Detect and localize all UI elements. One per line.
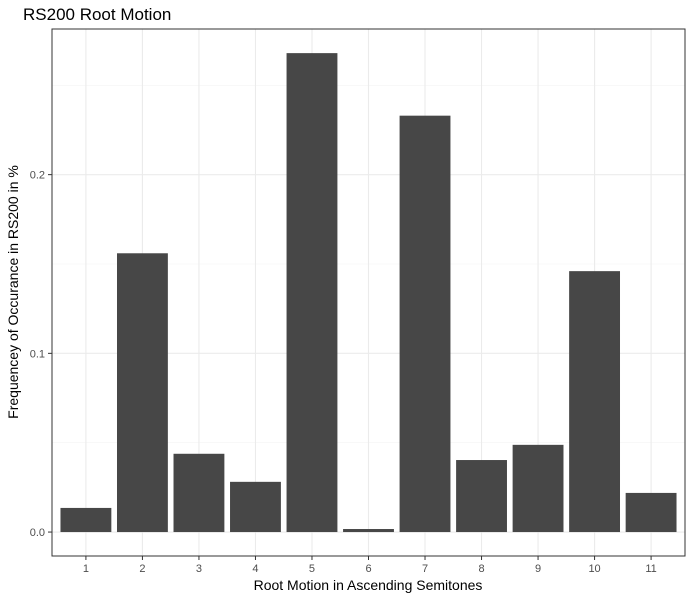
y-tick-label: 0.2 — [30, 170, 45, 182]
x-tick-label: 7 — [422, 563, 428, 575]
bar-1 — [60, 507, 112, 533]
x-tick-label: 1 — [83, 563, 89, 575]
x-axis-label: Root Motion in Ascending Semitones — [254, 577, 483, 593]
x-tick-labels: 1 2 3 4 5 6 7 8 9 10 11 — [83, 563, 657, 575]
y-tick-label: 0.1 — [30, 348, 45, 360]
y-axis-label: Frequencey of Occurance in RS200 in % — [5, 165, 21, 419]
x-tick-label: 3 — [196, 563, 202, 575]
x-tick-label: 5 — [309, 563, 315, 575]
y-tick-label: 0.0 — [30, 527, 45, 539]
x-tick-label: 4 — [252, 563, 258, 575]
x-tick-label: 8 — [478, 563, 484, 575]
axis-ticks — [48, 174, 652, 560]
bar-4 — [230, 481, 281, 533]
x-tick-label: 9 — [535, 563, 541, 575]
bar-8 — [456, 460, 507, 533]
bars — [60, 53, 677, 533]
x-tick-label: 2 — [139, 563, 145, 575]
bar-7 — [399, 115, 451, 533]
bar-11 — [625, 492, 677, 533]
bar-9 — [512, 444, 564, 533]
bar-2 — [116, 253, 168, 533]
x-tick-label: 10 — [588, 563, 600, 575]
bar-10 — [569, 271, 621, 533]
bar-5 — [286, 53, 338, 533]
x-tick-label: 11 — [645, 563, 656, 575]
bar-6 — [343, 529, 394, 533]
bar-3 — [173, 453, 225, 533]
chart-title: RS200 Root Motion — [23, 5, 171, 24]
x-tick-label: 6 — [365, 563, 371, 575]
y-tick-labels: 0.0 0.1 0.2 — [30, 170, 45, 539]
